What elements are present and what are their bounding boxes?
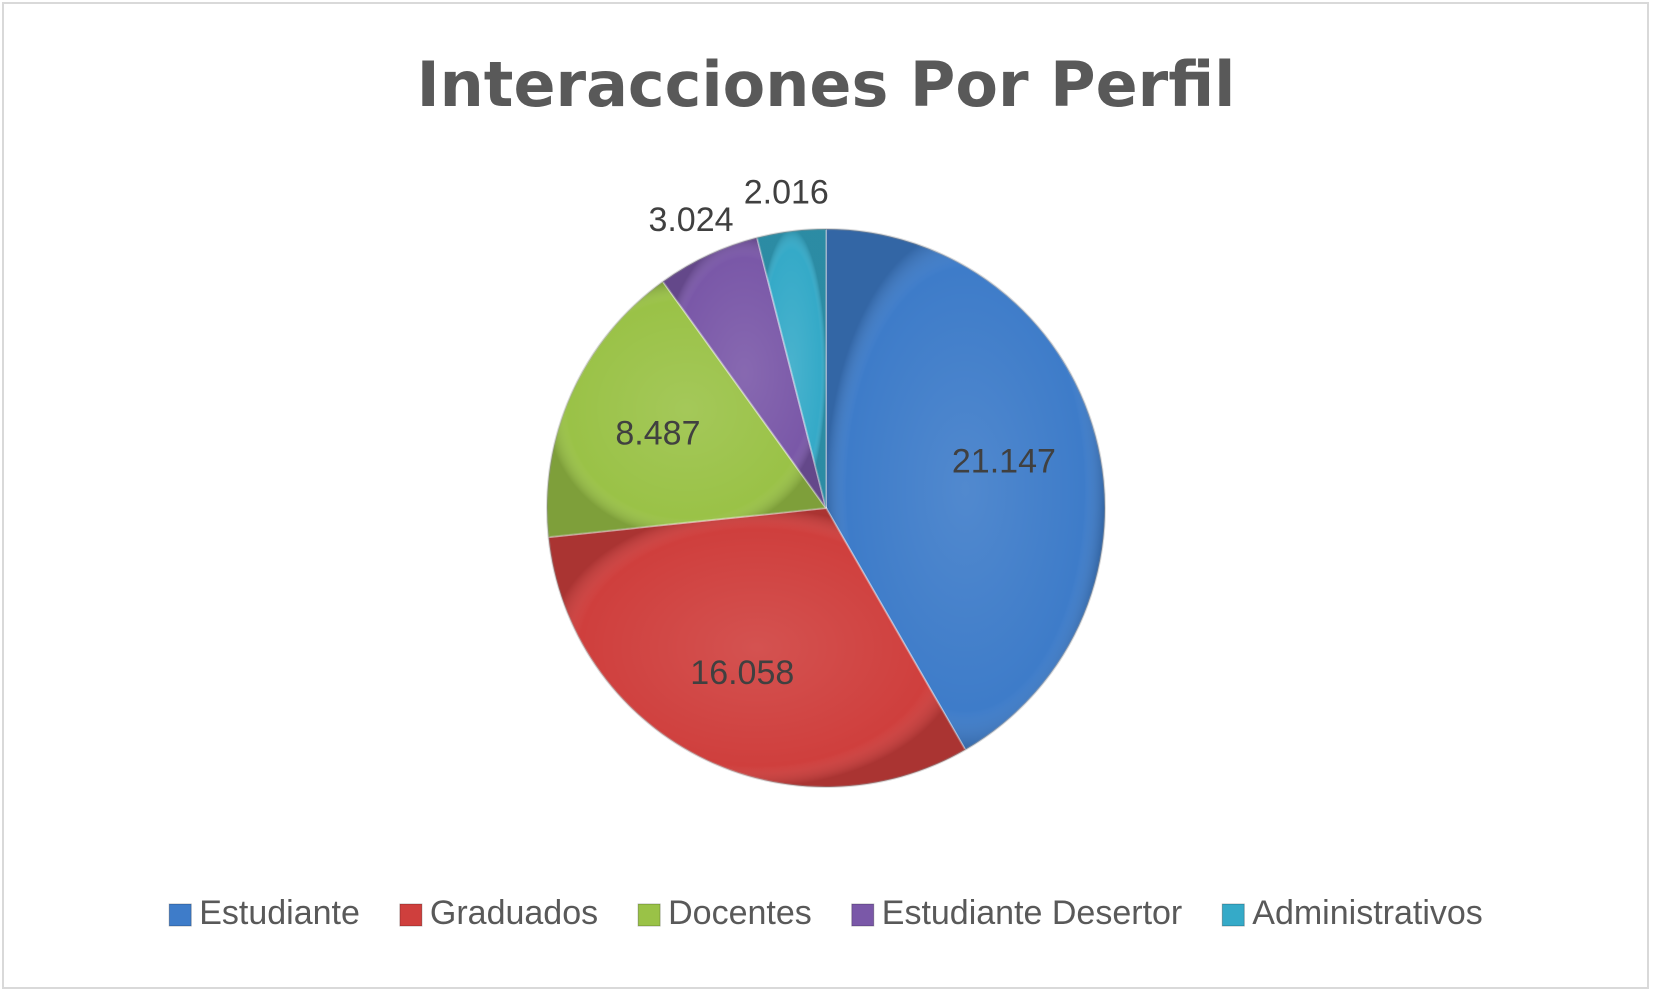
pie-slice-shading-estudiante: [826, 229, 1105, 750]
data-label-graduados: 16.058: [690, 654, 794, 692]
legend-swatch-docentes: [637, 903, 661, 927]
legend-label-docentes: Docentes: [668, 894, 812, 932]
legend: Estudiante Graduados Docentes Estudiante De…: [168, 894, 1483, 932]
pie-slice-shading-administrativos: [757, 229, 826, 508]
pie-slice-shading-estudiante-desertor: [662, 237, 826, 508]
legend-swatch-estudiante-desertor: [851, 903, 875, 927]
data-label-administrativos: 2.016: [744, 173, 829, 211]
legend-label-estudiante: Estudiante: [199, 894, 360, 932]
data-label-estudiante-desertor: 3.024: [648, 201, 733, 239]
legend-label-estudiante-desertor: Estudiante Desertor: [882, 894, 1183, 932]
data-label-docentes: 8.487: [615, 415, 700, 453]
chart-title: Interacciones Por Perfil: [417, 48, 1236, 121]
data-label-estudiante: 21.147: [952, 442, 1056, 480]
pie-rim: [546, 228, 1106, 788]
pie-slice-shading-graduados: [548, 508, 966, 788]
data-labels: 21.147 16.058 8.487 3.024 2.016: [615, 173, 1055, 692]
pie-slices: [546, 227, 1106, 788]
legend-swatch-estudiante: [168, 903, 192, 927]
legend-label-administrativos: Administrativos: [1252, 894, 1483, 932]
legend-swatch-graduados: [399, 903, 423, 927]
pie-slice-shading-docentes: [547, 281, 826, 538]
legend-label-graduados: Graduados: [430, 894, 598, 932]
legend-swatch-administrativos: [1221, 903, 1245, 927]
